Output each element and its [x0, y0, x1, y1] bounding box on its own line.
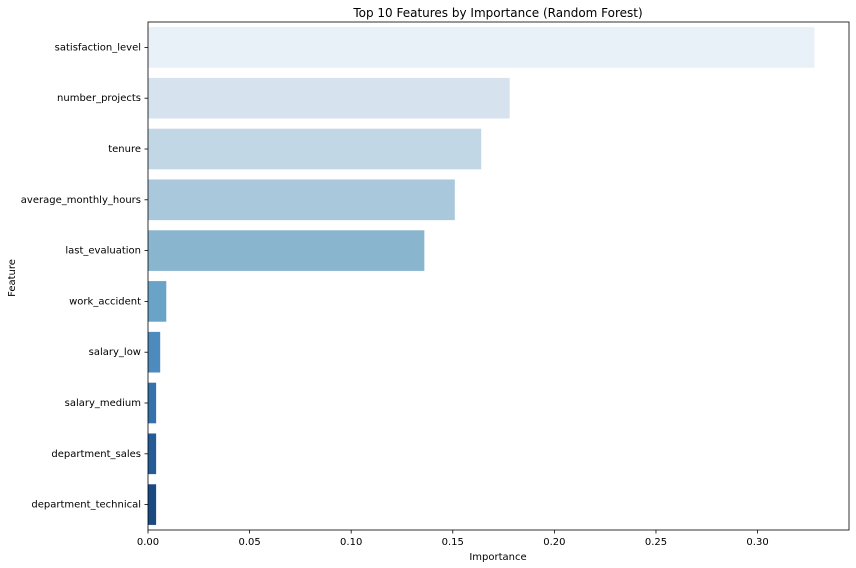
- x-axis-ticks: 0.00 0.05 0.10 0.15 0.20 0.25 0.30: [137, 530, 769, 548]
- bar-work-accident: [148, 281, 167, 322]
- bar-average-monthly-hours: [148, 179, 455, 221]
- x-tick-label: 0.00: [137, 537, 159, 548]
- y-tick-label: number_projects: [57, 93, 141, 104]
- y-tick-label: last_evaluation: [65, 246, 141, 257]
- x-tick-label: 0.25: [645, 537, 667, 548]
- bar-department-sales: [148, 433, 157, 475]
- bars-group: [148, 27, 815, 525]
- bar-number-projects: [148, 77, 510, 119]
- y-tick-label: department_sales: [51, 449, 141, 460]
- bar-department-technical: [148, 484, 157, 525]
- y-tick-label: average_monthly_hours: [21, 195, 141, 206]
- y-tick-label: work_accident: [69, 296, 141, 307]
- bar-tenure: [148, 128, 482, 170]
- y-axis-label: Feature: [7, 259, 18, 297]
- x-tick-label: 0.05: [238, 537, 260, 548]
- plot-frame: [147, 21, 850, 531]
- bar-salary-medium: [148, 382, 157, 424]
- bar-satisfaction-level: [148, 27, 815, 68]
- x-tick-label: 0.30: [746, 537, 768, 548]
- x-tick-label: 0.15: [442, 537, 464, 548]
- x-axis-label: Importance: [469, 552, 526, 563]
- chart-title: Top 10 Features by Importance (Random Fo…: [352, 6, 642, 20]
- bar-last-evaluation: [148, 230, 425, 271]
- y-tick-label: satisfaction_level: [55, 42, 141, 53]
- y-tick-label: tenure: [108, 144, 141, 155]
- y-tick-label: department_technical: [31, 500, 141, 511]
- y-tick-label: salary_low: [89, 347, 141, 358]
- bar-salary-low: [148, 331, 161, 373]
- y-tick-label: salary_medium: [65, 398, 141, 409]
- x-tick-label: 0.20: [543, 537, 565, 548]
- x-tick-label: 0.10: [340, 537, 362, 548]
